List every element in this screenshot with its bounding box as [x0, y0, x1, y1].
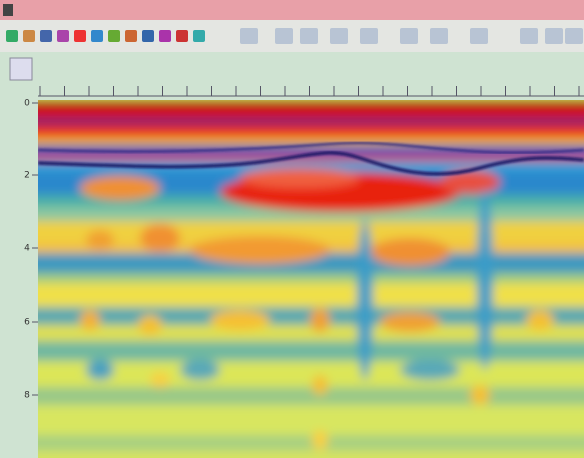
radar-blob — [312, 375, 328, 395]
radar-band — [20, 387, 584, 405]
radar-band — [20, 451, 584, 458]
radar-blob — [180, 360, 220, 380]
toolbar-button[interactable] — [176, 30, 188, 42]
toolbar-button[interactable] — [91, 30, 103, 42]
radar-band — [20, 283, 584, 307]
radar-band — [20, 273, 584, 283]
toolbar-button[interactable] — [520, 28, 538, 44]
toolbar-button[interactable] — [159, 30, 171, 42]
toolbar-button[interactable] — [193, 30, 205, 42]
radar-blob — [86, 230, 114, 250]
radar-blob — [210, 310, 270, 330]
page: 02468 (() => { const data = JSON.parse(d… — [0, 0, 584, 458]
radar-blob — [370, 238, 450, 266]
toolbar-button[interactable] — [74, 30, 86, 42]
toolbar-button[interactable] — [400, 28, 418, 44]
depth-label: 8 — [24, 391, 30, 401]
radar-blob — [86, 360, 114, 380]
toolbar-button[interactable] — [142, 30, 154, 42]
depth-label: 0 — [24, 99, 30, 109]
radar-blob — [80, 310, 100, 330]
toolbar-button[interactable] — [300, 28, 318, 44]
toolbar-button[interactable] — [565, 28, 583, 44]
radar-blob — [400, 360, 460, 380]
scale-control[interactable] — [10, 58, 32, 80]
toolbar-button[interactable] — [545, 28, 563, 44]
toolbar-button[interactable] — [275, 28, 293, 44]
window-icon — [3, 4, 13, 16]
radar-band — [20, 100, 584, 108]
radar-band — [20, 325, 584, 341]
radar-band — [20, 405, 584, 435]
radar-blob — [357, 220, 373, 380]
radar-blob — [140, 224, 180, 252]
toolbar-button[interactable] — [430, 28, 448, 44]
toolbar-button[interactable] — [125, 30, 137, 42]
toolbar-button[interactable] — [360, 28, 378, 44]
radar-blob — [312, 430, 328, 450]
radar-blob — [240, 168, 360, 188]
radargram — [20, 90, 584, 458]
radar-blob — [80, 176, 160, 200]
toolbar-button[interactable] — [40, 30, 52, 42]
depth-label: 6 — [24, 318, 30, 328]
toolbar-button[interactable] — [240, 28, 258, 44]
radar-blob — [150, 372, 170, 388]
radar-blob — [190, 236, 330, 264]
radar-band — [20, 108, 584, 118]
depth-label: 4 — [24, 244, 30, 254]
toolbar-button[interactable] — [23, 30, 35, 42]
radar-band — [20, 118, 584, 124]
radar-blob — [380, 312, 440, 332]
screen: 0 2 4 6 8 — [0, 0, 584, 458]
toolbar-button[interactable] — [6, 30, 18, 42]
toolbar-button[interactable] — [470, 28, 488, 44]
radar-blob — [470, 385, 490, 405]
radar-band — [20, 124, 584, 138]
toolbar-button[interactable] — [108, 30, 120, 42]
radar-blob — [138, 315, 162, 335]
toolbar-button[interactable] — [57, 30, 69, 42]
radar-blob — [477, 190, 493, 370]
ruler-area — [0, 52, 584, 100]
radar-band — [20, 138, 584, 145]
radar-blob — [526, 310, 554, 330]
radar-band — [20, 341, 584, 361]
toolbar-button[interactable] — [330, 28, 348, 44]
title-bar — [0, 0, 584, 20]
depth-label: 2 — [24, 171, 30, 181]
depth-strip — [0, 100, 38, 458]
radar-band — [20, 307, 584, 325]
radar-blob — [310, 308, 330, 332]
radar-band — [20, 435, 584, 451]
